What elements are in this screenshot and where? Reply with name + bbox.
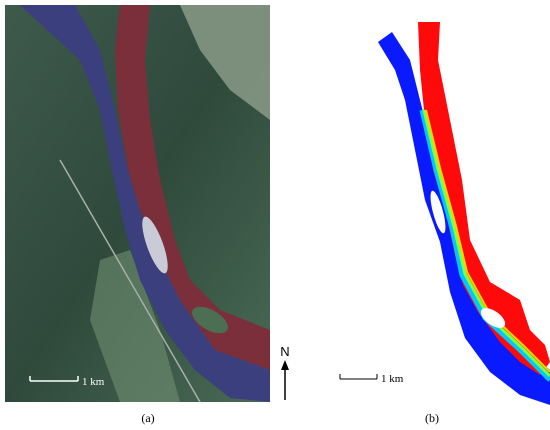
model-panel: 1 km — [339, 22, 550, 405]
river-right — [115, 5, 270, 370]
island — [430, 190, 446, 234]
river-left — [20, 5, 270, 402]
gradient-band — [419, 109, 550, 382]
panel-caption: (b) — [425, 411, 439, 425]
gradient-band — [422, 109, 550, 378]
north-arrow: N — [280, 344, 290, 400]
island — [191, 306, 229, 334]
north-label: N — [280, 344, 289, 359]
island — [142, 216, 168, 274]
panel-caption: (a) — [141, 411, 154, 425]
road — [59, 159, 201, 403]
fields — [90, 250, 180, 402]
arrow-head — [281, 360, 289, 370]
scale-label: 1 km — [381, 373, 404, 385]
island — [480, 308, 506, 328]
cleared-land — [180, 5, 270, 120]
satellite-panel: 1 km — [5, 5, 270, 403]
gradient-band — [425, 109, 550, 373]
scale-label: 1 km — [82, 376, 105, 388]
low-zone — [378, 32, 550, 405]
